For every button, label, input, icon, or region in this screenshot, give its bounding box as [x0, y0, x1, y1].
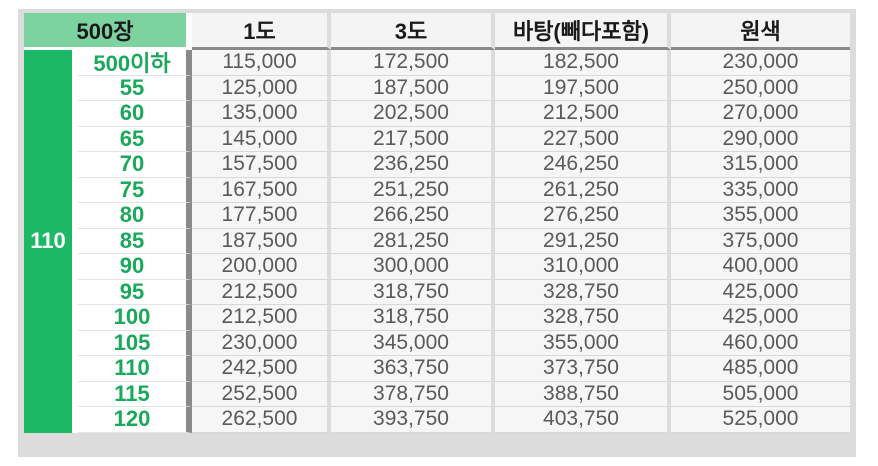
price-cell: 290,000 [671, 126, 850, 152]
price-table-frame: 500장 1도 3도 바탕(빼다포함) 원색 110 500이하 115,000 1… [18, 9, 856, 457]
price-cell: 250,000 [671, 75, 850, 101]
price-cell: 167,500 [192, 177, 331, 203]
size-cell: 105 [78, 330, 192, 356]
size-cell: 120 [78, 406, 192, 433]
column-header-3do: 3도 [331, 13, 495, 50]
size-cell: 70 [78, 151, 192, 178]
price-cell: 525,000 [671, 407, 850, 433]
price-cell: 425,000 [671, 279, 850, 305]
price-cell: 212,500 [192, 305, 331, 331]
price-cell: 318,750 [331, 305, 495, 331]
price-cell: 177,500 [192, 203, 331, 229]
price-cell: 251,250 [331, 177, 495, 203]
price-cell: 281,250 [331, 228, 495, 254]
size-cell: 65 [78, 126, 192, 152]
price-cell: 252,500 [192, 381, 331, 407]
price-cell: 310,000 [495, 254, 671, 280]
column-header-fullcolor: 원색 [671, 13, 850, 50]
size-cell: 75 [78, 177, 192, 203]
price-cell: 345,000 [331, 330, 495, 356]
price-cell: 212,500 [495, 101, 671, 127]
price-cell: 266,250 [331, 203, 495, 229]
size-cell: 80 [78, 202, 192, 229]
price-cell: 242,500 [192, 356, 331, 382]
price-cell: 276,250 [495, 203, 671, 229]
price-cell: 393,750 [331, 407, 495, 433]
price-cell: 227,500 [495, 126, 671, 152]
size-cell: 55 [78, 75, 192, 101]
price-cell: 262,500 [192, 407, 331, 433]
price-cell: 202,500 [331, 101, 495, 127]
column-header-background: 바탕(빼다포함) [495, 13, 671, 50]
price-cell: 378,750 [331, 381, 495, 407]
price-cell: 363,750 [331, 356, 495, 382]
price-cell: 172,500 [331, 50, 495, 76]
price-cell: 187,500 [192, 228, 331, 254]
price-cell: 403,750 [495, 407, 671, 433]
column-header-1do: 1도 [192, 13, 331, 50]
price-cell: 315,000 [671, 152, 850, 178]
price-cell: 300,000 [331, 254, 495, 280]
size-cell: 110 [78, 355, 192, 382]
price-cell: 375,000 [671, 228, 850, 254]
price-cell: 355,000 [671, 203, 850, 229]
size-cell: 100 [78, 304, 192, 331]
price-cell: 115,000 [192, 50, 331, 76]
price-cell: 197,500 [495, 75, 671, 101]
price-cell: 388,750 [495, 381, 671, 407]
quantity-header: 500장 [24, 13, 192, 50]
price-cell: 125,000 [192, 75, 331, 101]
price-cell: 270,000 [671, 101, 850, 127]
size-cell: 90 [78, 253, 192, 280]
size-cell: 95 [78, 279, 192, 305]
price-cell: 182,500 [495, 50, 671, 76]
price-cell: 135,000 [192, 101, 331, 127]
price-cell: 485,000 [671, 356, 850, 382]
side-label: 110 [24, 50, 78, 433]
price-cell: 212,500 [192, 279, 331, 305]
price-cell: 217,500 [331, 126, 495, 152]
price-cell: 187,500 [331, 75, 495, 101]
price-cell: 230,000 [192, 330, 331, 356]
price-cell: 373,750 [495, 356, 671, 382]
size-cell: 115 [78, 381, 192, 407]
size-cell: 500이하 [78, 50, 192, 76]
price-cell: 291,250 [495, 228, 671, 254]
price-cell: 200,000 [192, 254, 331, 280]
price-cell: 261,250 [495, 177, 671, 203]
price-cell: 328,750 [495, 279, 671, 305]
price-cell: 328,750 [495, 305, 671, 331]
price-cell: 236,250 [331, 152, 495, 178]
price-cell: 246,250 [495, 152, 671, 178]
price-cell: 355,000 [495, 330, 671, 356]
price-cell: 425,000 [671, 305, 850, 331]
price-cell: 318,750 [331, 279, 495, 305]
size-cell: 85 [78, 228, 192, 254]
price-cell: 505,000 [671, 381, 850, 407]
price-cell: 460,000 [671, 330, 850, 356]
price-cell: 400,000 [671, 254, 850, 280]
price-cell: 230,000 [671, 50, 850, 76]
price-table: 500장 1도 3도 바탕(빼다포함) 원색 110 500이하 115,000 1… [24, 13, 850, 453]
size-cell: 60 [78, 100, 192, 127]
price-cell: 145,000 [192, 126, 331, 152]
price-cell: 335,000 [671, 177, 850, 203]
price-cell: 157,500 [192, 152, 331, 178]
